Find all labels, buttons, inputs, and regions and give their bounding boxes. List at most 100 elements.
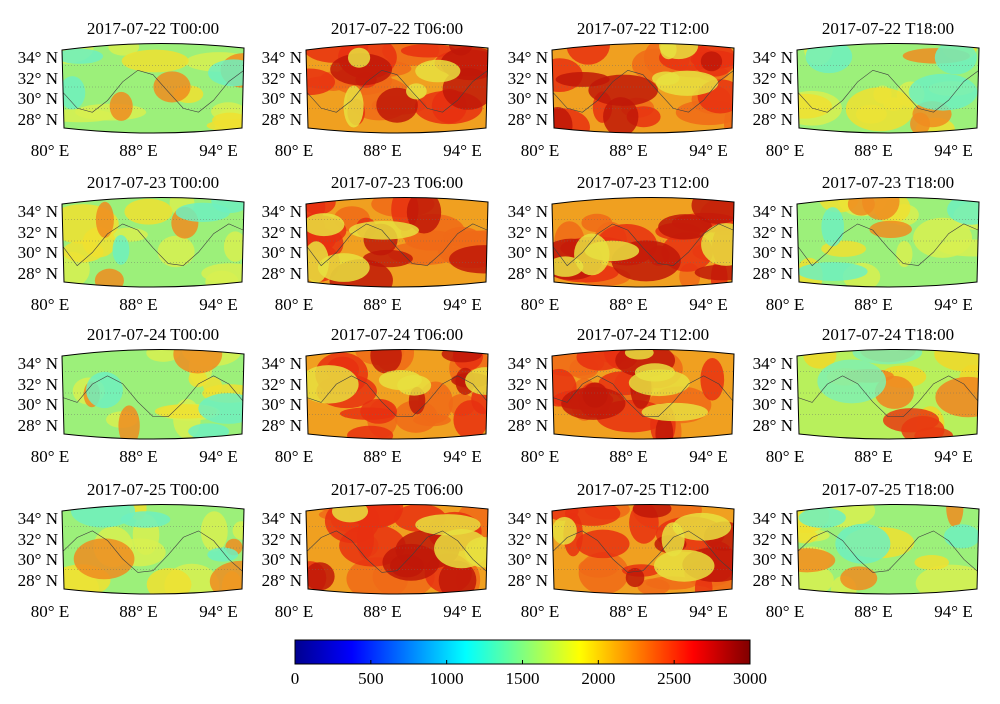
- map-frame: [61, 42, 245, 134]
- panel-title: 2017-07-24 T06:00: [330, 325, 464, 344]
- intensity-blob: [441, 349, 483, 363]
- intensity-blob: [112, 235, 130, 265]
- longitude-label: 80° E: [274, 295, 314, 314]
- intensity-blob: [835, 523, 891, 564]
- intensity-blob: [453, 400, 488, 439]
- longitude-label: 88° E: [854, 141, 893, 160]
- border-line: [552, 530, 734, 573]
- map-panel: [62, 349, 244, 439]
- latitude-label: 30° N: [261, 243, 302, 262]
- longitude-label: 88° E: [854, 447, 893, 466]
- intensity-blob: [173, 349, 223, 374]
- latitude-label: 32° N: [752, 529, 793, 549]
- latitude-label: 28° N: [261, 109, 302, 129]
- latitude-label: 28° N: [261, 415, 302, 435]
- colorbar-tick-label: 0: [290, 669, 300, 688]
- latitude-label: 34° N: [261, 202, 302, 221]
- intensity-blob: [552, 516, 577, 545]
- latitude-label: 32° N: [507, 529, 548, 549]
- longitude-label: 80° E: [274, 447, 314, 466]
- intensity-blob: [700, 358, 725, 401]
- intensity-blob: [306, 68, 336, 96]
- intensity-blob: [659, 43, 699, 60]
- intensity-blob: [552, 256, 584, 277]
- intensity-blob: [634, 363, 676, 382]
- border-line: [306, 69, 488, 113]
- panel-title: 2017-07-25 T12:00: [576, 480, 710, 499]
- border-line: [552, 223, 734, 267]
- intensity-blob: [124, 198, 173, 225]
- intensity-blob: [694, 264, 734, 281]
- longitude-label: 94° E: [934, 447, 973, 466]
- longitude-label: 94° E: [199, 447, 238, 466]
- latitude-label: 28° N: [507, 263, 548, 283]
- latitude-label: 30° N: [261, 550, 302, 569]
- panel-title: 2017-07-25 T06:00: [330, 480, 464, 499]
- latitude-label: 28° N: [17, 415, 58, 435]
- longitude-label: 94° E: [199, 295, 238, 314]
- intensity-blob: [581, 213, 613, 233]
- latitude-label: 30° N: [17, 395, 58, 414]
- latitude-label: 30° N: [261, 89, 302, 108]
- intensity-blob: [121, 49, 189, 73]
- latitude-label: 34° N: [507, 354, 548, 373]
- border-line: [306, 375, 488, 417]
- intensity-blob: [578, 557, 619, 578]
- latitude-label: 30° N: [507, 89, 548, 108]
- longitude-label: 94° E: [689, 602, 728, 621]
- intensity-blob: [465, 367, 488, 395]
- intensity-blob: [869, 220, 913, 238]
- intensity-blob: [188, 370, 208, 388]
- intensity-blob: [306, 213, 345, 237]
- intensity-blob: [797, 563, 834, 594]
- colorbar-tick-label: 500: [358, 669, 384, 688]
- intensity-blob: [306, 365, 359, 404]
- longitude-label: 94° E: [443, 141, 482, 160]
- latitude-label: 34° N: [17, 354, 58, 373]
- colorbar-tick-label: 3000: [733, 669, 767, 688]
- intensity-blob: [146, 568, 192, 594]
- longitude-label: 94° E: [689, 295, 728, 314]
- intensity-blob: [641, 402, 709, 422]
- panel-title: 2017-07-24 T18:00: [821, 325, 955, 344]
- intensity-blob: [232, 521, 244, 540]
- intensity-blob: [370, 349, 402, 374]
- intensity-blob: [840, 566, 878, 591]
- intensity-blob: [343, 85, 364, 128]
- panel-title: 2017-07-25 T00:00: [86, 480, 220, 499]
- intensity-blob: [438, 560, 477, 594]
- latitude-label: 28° N: [17, 109, 58, 129]
- latitude-label: 32° N: [507, 222, 548, 242]
- map-frame: [305, 196, 489, 288]
- intensity-blob: [576, 529, 630, 559]
- intensity-blob: [118, 405, 140, 439]
- longitude-label: 80° E: [520, 141, 560, 160]
- latitude-label: 34° N: [752, 509, 793, 528]
- map-panel: [552, 197, 734, 287]
- latitude-label: 28° N: [507, 415, 548, 435]
- latitude-label: 34° N: [507, 509, 548, 528]
- intensity-blob: [625, 567, 645, 588]
- longitude-label: 94° E: [689, 141, 728, 160]
- intensity-blob: [212, 112, 244, 129]
- intensity-blob: [896, 240, 913, 268]
- intensity-blob: [797, 93, 832, 119]
- latitude-label: 32° N: [17, 68, 58, 88]
- latitude-label: 30° N: [507, 550, 548, 569]
- map-panel: [306, 349, 488, 439]
- longitude-label: 88° E: [119, 447, 158, 466]
- longitude-label: 80° E: [520, 295, 560, 314]
- intensity-blob: [188, 423, 230, 439]
- panel-title: 2017-07-23 T12:00: [576, 173, 710, 192]
- panel-title: 2017-07-24 T00:00: [86, 325, 220, 344]
- map-panel: [552, 504, 734, 594]
- latitude-label: 28° N: [507, 109, 548, 129]
- border-line: [62, 530, 244, 573]
- intensity-blob: [637, 578, 670, 594]
- map-panel: [306, 43, 488, 133]
- longitude-label: 94° E: [934, 602, 973, 621]
- latitude-label: 32° N: [261, 68, 302, 88]
- intensity-blob: [934, 349, 979, 372]
- panel-title: 2017-07-25 T18:00: [821, 480, 955, 499]
- map-frame: [551, 42, 735, 134]
